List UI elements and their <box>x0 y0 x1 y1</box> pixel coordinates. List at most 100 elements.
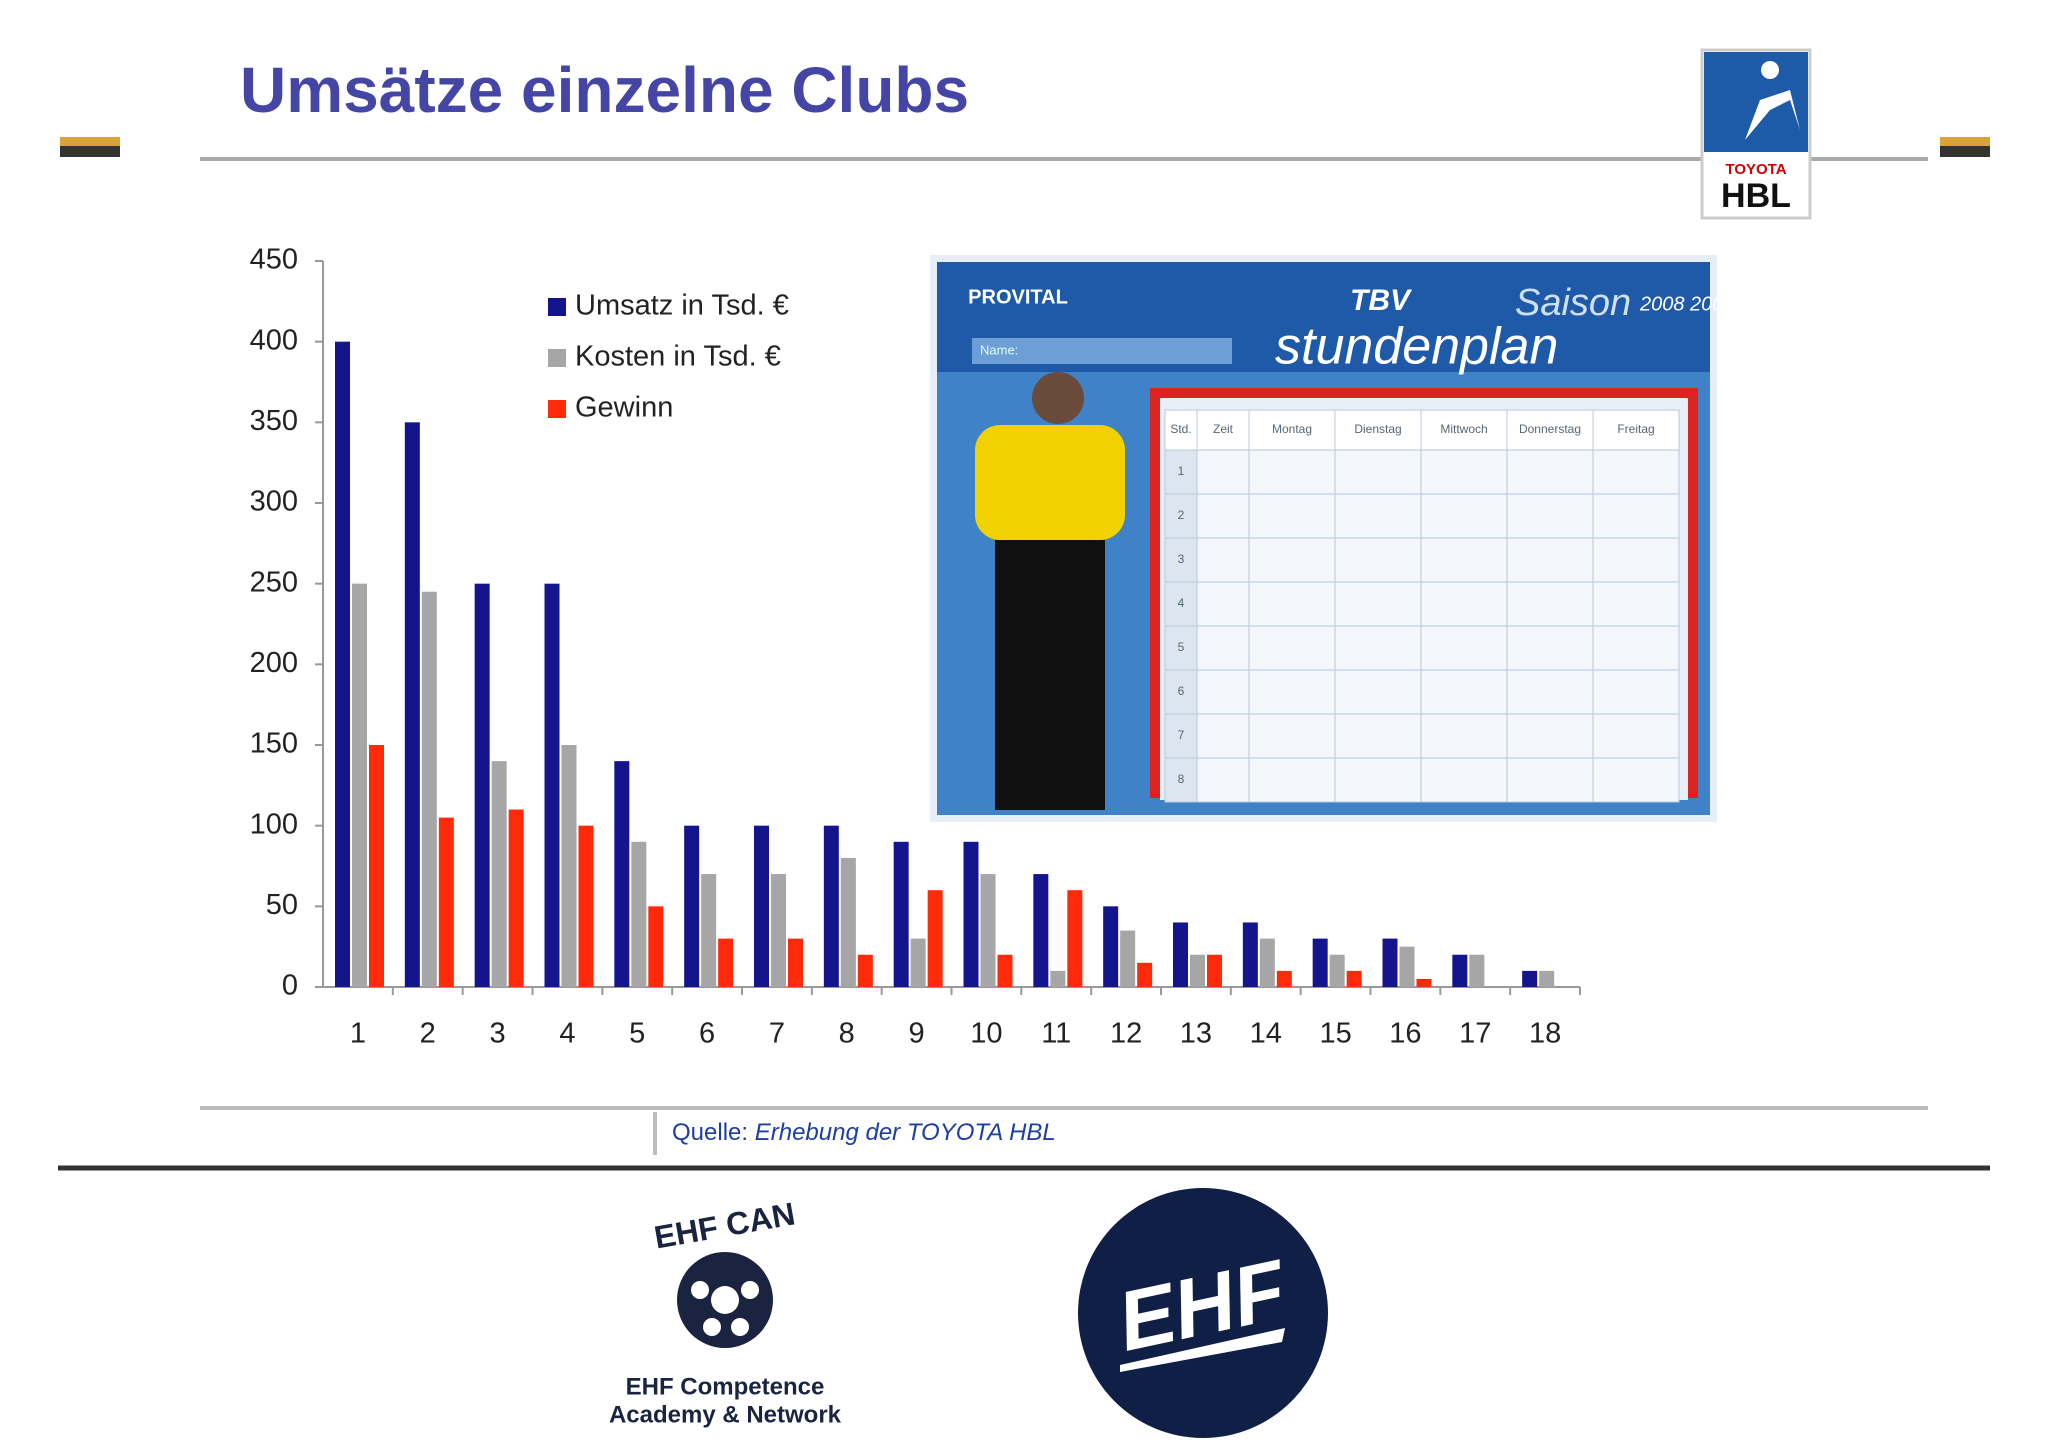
bar <box>910 938 926 987</box>
table-row-label: 3 <box>1178 552 1185 566</box>
table-cell <box>1334 669 1422 715</box>
bar <box>701 874 717 987</box>
poster-season: Saison <box>1515 282 1631 324</box>
bar <box>1242 922 1258 987</box>
timetable: Std. Zeit Montag Dienstag Mittwoch Donnerstag… <box>1164 409 1680 803</box>
table-cell <box>1164 409 1198 451</box>
poster: PROVITAL TBV Saison 2008 2009 stundenpla… <box>930 255 1735 822</box>
table-cell <box>1592 409 1680 451</box>
x-tick-label: 2 <box>420 1018 436 1050</box>
bar <box>474 583 490 987</box>
bar <box>1033 874 1049 987</box>
source-text: Erhebung der TOYOTA HBL <box>755 1119 1056 1146</box>
table-cell <box>1196 757 1250 803</box>
table-cell <box>1196 537 1250 583</box>
poster-heading: stundenplan <box>1275 318 1558 376</box>
marker <box>60 137 120 146</box>
x-tick-label: 10 <box>970 1018 1002 1050</box>
table-header: Freitag <box>1617 422 1654 436</box>
table-cell <box>1196 493 1250 539</box>
table-cell <box>1196 409 1250 451</box>
y-tick-label: 0 <box>282 970 298 1002</box>
bar <box>788 938 803 987</box>
table-cell <box>1592 669 1680 715</box>
bar <box>997 954 1013 987</box>
table-row-label: 7 <box>1178 728 1185 742</box>
bar <box>352 583 367 987</box>
x-tick-label: 6 <box>699 1018 715 1050</box>
poster-name-field: Name: <box>980 342 1018 357</box>
table-cell <box>1506 537 1594 583</box>
ehf-can-logo: EHF CAN EHF Competence Academy & Network <box>609 1195 842 1428</box>
table-cell <box>1592 757 1680 803</box>
y-tick-label: 150 <box>250 728 298 760</box>
table-header: Donnerstag <box>1519 422 1581 436</box>
table-cell <box>1248 669 1336 715</box>
x-tick-label: 9 <box>909 1018 925 1050</box>
source: Quelle: Erhebung der TOYOTA HBL <box>672 1119 1056 1146</box>
x-tick-label: 11 <box>1041 1018 1071 1050</box>
bar <box>823 825 839 987</box>
table-cell <box>1420 757 1508 803</box>
bar <box>1469 954 1485 987</box>
bar <box>840 857 856 987</box>
table-cell <box>1592 625 1680 671</box>
y-tick-label: 50 <box>266 889 298 921</box>
table-cell <box>1506 625 1594 671</box>
table-cell <box>1592 493 1680 539</box>
table-row-label: 1 <box>1178 464 1185 478</box>
table-cell <box>1420 713 1508 759</box>
x-tick-label: 8 <box>839 1018 855 1050</box>
bar <box>1190 954 1205 987</box>
table-cell <box>1506 449 1594 495</box>
bar <box>1067 890 1083 987</box>
table-cell <box>1334 537 1422 583</box>
legend-swatch <box>548 349 566 367</box>
table-cell <box>1506 713 1594 759</box>
x-tick-label: 4 <box>559 1018 575 1050</box>
bar <box>544 583 560 987</box>
table-cell <box>1592 581 1680 627</box>
y-tick-label: 250 <box>250 566 298 598</box>
x-tick-label: 14 <box>1250 1018 1282 1050</box>
legend-label: Umsatz in Tsd. € <box>575 290 789 322</box>
table-cell <box>1248 493 1336 539</box>
bar <box>421 591 437 987</box>
table-cell <box>1420 625 1508 671</box>
table-cell <box>1334 449 1422 495</box>
toyota-text: TOYOTA <box>1725 161 1786 178</box>
table-header: Zeit <box>1213 422 1234 436</box>
bar <box>684 825 700 987</box>
table-header: Dienstag <box>1354 422 1401 436</box>
table-cell <box>1164 493 1198 539</box>
x-tick-label: 5 <box>629 1018 645 1050</box>
poster-years: 2008 2009 <box>1639 293 1735 315</box>
x-tick-label: 16 <box>1389 1018 1421 1050</box>
table-cell <box>1592 449 1680 495</box>
bar <box>963 841 979 987</box>
table-cell <box>1248 581 1336 627</box>
marker <box>1940 137 1990 146</box>
x-tick-label: 17 <box>1459 1018 1491 1050</box>
bar <box>771 874 786 987</box>
table-cell <box>1196 581 1250 627</box>
bar <box>1452 954 1468 987</box>
table-cell <box>1248 449 1336 495</box>
legend-swatch <box>548 400 566 418</box>
table-cell <box>1420 581 1508 627</box>
bar <box>1207 954 1222 987</box>
legend-label: Gewinn <box>575 392 673 424</box>
table-cell <box>1334 409 1422 451</box>
table-cell <box>1334 713 1422 759</box>
bar <box>438 817 454 987</box>
table-cell <box>1506 493 1594 539</box>
ehf-logo: EHF <box>1078 1188 1328 1438</box>
legend-swatch <box>548 298 566 316</box>
y-tick-label: 400 <box>250 324 298 356</box>
table-row-label: 4 <box>1178 596 1185 610</box>
bar <box>1539 970 1555 987</box>
y-tick-label: 450 <box>250 244 298 276</box>
bar <box>614 761 630 987</box>
bar <box>1382 938 1398 987</box>
bar <box>631 841 647 987</box>
